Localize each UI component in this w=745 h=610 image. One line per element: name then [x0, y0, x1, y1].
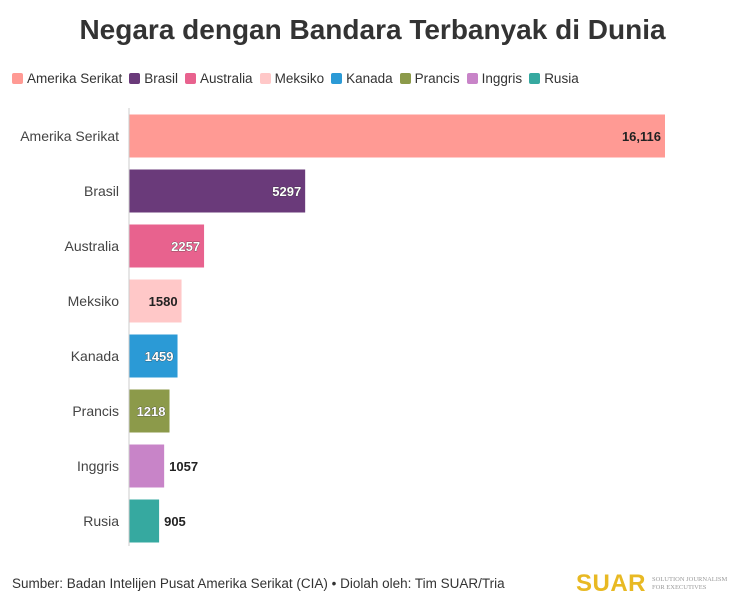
data-label: 5297: [272, 184, 301, 199]
category-label: Australia: [65, 238, 120, 254]
bar[interactable]: [129, 334, 178, 378]
data-label: 1459: [145, 349, 174, 364]
legend-swatch: [129, 72, 141, 84]
legend-label: Inggris: [481, 70, 523, 86]
data-label: 905: [164, 514, 186, 529]
data-label: 1580: [149, 294, 178, 309]
data-label: 1057: [169, 459, 198, 474]
data-label: 2257: [171, 239, 200, 254]
bar[interactable]: [129, 169, 306, 213]
legend-label: Kanada: [346, 70, 393, 86]
logo-tagline: SOLUTION JOURNALISM FOR EXECUTIVES: [652, 576, 728, 591]
legend-item[interactable]: Prancis: [399, 70, 460, 86]
legend-swatch: [466, 72, 478, 84]
legend-label: Amerika Serikat: [27, 70, 123, 86]
category-label: Inggris: [77, 458, 119, 474]
category-label: Kanada: [71, 348, 119, 364]
legend-swatch: [529, 72, 541, 84]
legend-item[interactable]: Australia: [185, 71, 253, 86]
chart-legend: Amerika Serikat Brasil Australia Meksiko Kan…: [12, 68, 586, 88]
legend-label: Australia: [200, 70, 253, 86]
source-footer: Sumber: Badan Intelijen Pusat Amerika Se…: [12, 576, 505, 591]
bar[interactable]: [129, 499, 160, 543]
legend-swatch: [399, 72, 411, 84]
legend-label: Prancis: [414, 70, 460, 86]
suar-logo: SUAR SOLUTION JOURNALISM FOR EXECUTIVES: [576, 570, 730, 598]
legend-swatch: [185, 72, 197, 84]
bar[interactable]: [129, 279, 182, 323]
legend-label: Brasil: [144, 70, 179, 86]
category-label: Amerika Serikat: [20, 128, 119, 144]
legend-label: Rusia: [544, 70, 579, 86]
legend-label: Meksiko: [274, 70, 325, 86]
category-label: Rusia: [83, 513, 119, 529]
legend-swatch: [331, 72, 343, 84]
legend-item[interactable]: Kanada: [331, 71, 393, 86]
data-label: 16,116: [622, 129, 661, 144]
category-label: Prancis: [72, 403, 119, 419]
category-label: Brasil: [84, 183, 119, 199]
legend-swatch: [259, 72, 271, 84]
bar[interactable]: [129, 114, 665, 158]
category-label: Meksiko: [68, 293, 120, 309]
bar[interactable]: [129, 224, 205, 268]
legend-item[interactable]: Brasil: [129, 71, 178, 86]
chart-title: Negara dengan Bandara Terbanyak di Dunia: [79, 14, 666, 45]
legend-item[interactable]: Meksiko: [259, 70, 325, 86]
legend-item[interactable]: Amerika Serikat: [12, 71, 122, 86]
bar[interactable]: [129, 389, 170, 433]
legend-item[interactable]: Inggris: [466, 70, 523, 86]
bar[interactable]: [129, 444, 165, 488]
bar-chart: Amerika Serikat 16,116 Brasil 5297 Australia…: [20, 108, 665, 546]
legend-swatch: [12, 72, 23, 84]
legend-item[interactable]: Rusia: [529, 71, 579, 86]
logo-wordmark: SUAR: [576, 570, 647, 597]
data-label: 1218: [137, 404, 166, 419]
